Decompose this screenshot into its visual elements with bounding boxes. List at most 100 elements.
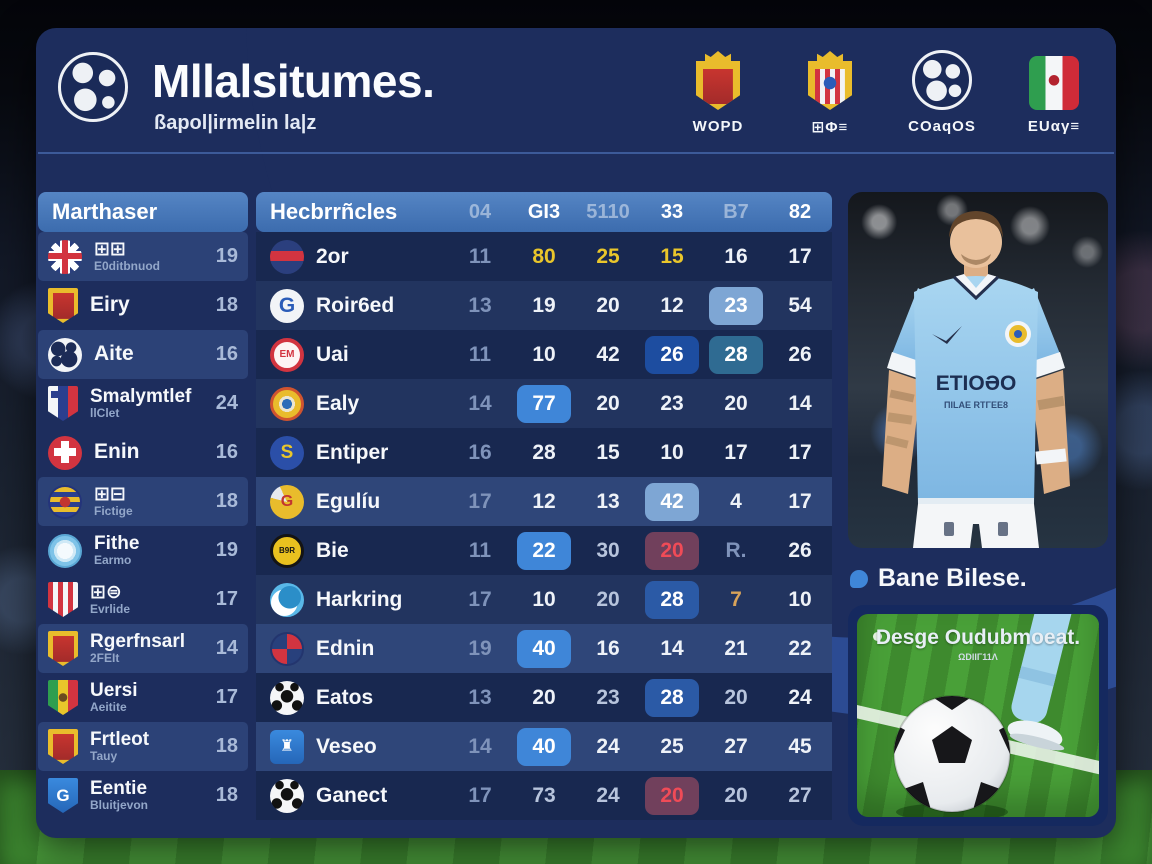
sidebar-item-7[interactable]: ⊞⊜ Evrlide 17: [38, 575, 248, 624]
column-header-0[interactable]: 04: [468, 200, 492, 223]
stat-cell: 4: [730, 489, 742, 513]
sidebar-item-2[interactable]: Aite 16: [38, 330, 248, 379]
column-header-5[interactable]: 82: [788, 200, 812, 223]
circle-g-blue-icon: G: [270, 288, 304, 323]
stat-cell: 16: [468, 440, 492, 464]
table-row-4[interactable]: S Entiper 16 28 15 10 17 17: [256, 428, 832, 477]
table-row-6[interactable]: B9R Bie 11 22 30 20 R. 26: [256, 526, 832, 575]
league-badge-3[interactable]: EUαγ≡: [1018, 50, 1090, 136]
stat-cell: 11: [468, 538, 492, 562]
team-name: Eatos: [316, 685, 374, 709]
sidebar-item-value: 17: [215, 588, 238, 610]
sidebar-list: ⊞⊞ E0ditbnuod 19 Eiry 18 Aite 16 Smalymtlef llCl…: [38, 232, 248, 820]
sidebar-item-10[interactable]: Frtleot Tauy 18: [38, 722, 248, 771]
stat-cell: 26: [788, 538, 812, 562]
crest-red-yellow-icon: [48, 729, 78, 764]
standings-sidebar: Marthaser ⊞⊞ E0ditbnuod 19 Eiry 18 Aite 16 Smal…: [38, 192, 248, 826]
stat-cell: 24: [788, 685, 812, 709]
table-row-5[interactable]: G Egulíu 17 12 13 42 4 17: [256, 477, 832, 526]
jersey-sponsor-text: ETIOƏO: [936, 372, 1017, 395]
swirl-yellow-red-icon: G: [270, 484, 304, 519]
player-caption: Bane Bilese.: [850, 564, 1106, 593]
sidebar-item-name: Rgerfnsarl 2FEIt: [90, 631, 186, 665]
sidebar-item-4[interactable]: Enin 16: [38, 428, 248, 477]
circle-blue-s-icon: S: [270, 435, 304, 470]
stat-cell: 20: [596, 391, 620, 415]
sidebar-item-value: 16: [215, 343, 238, 365]
sidebar-item-8[interactable]: Rgerfnsarl 2FEIt 14: [38, 624, 248, 673]
stat-cell: 17: [468, 783, 492, 807]
table-column-headers: 04 GI3 5110 33 B7 82: [448, 201, 832, 224]
stat-cell: 13: [468, 685, 492, 709]
sidebar-item-name: Uersi Aeitite: [90, 680, 138, 714]
stat-cell: 28: [640, 678, 704, 717]
sidebar-item-0[interactable]: ⊞⊞ E0ditbnuod 19: [38, 232, 248, 281]
table-header: Hecbrrñcles 04 GI3 5110 33 B7 82: [256, 192, 832, 232]
sidebar-item-value: 18: [215, 294, 238, 316]
circle-red-cross-icon: [48, 435, 82, 470]
sidebar-title: Marthaser: [52, 199, 158, 224]
stat-cell: 10: [532, 342, 556, 366]
table-row-8[interactable]: Ednin 19 40 16 14 21 22: [256, 624, 832, 673]
stat-cell: 26: [788, 342, 812, 366]
bokeh-dot-icon: [873, 632, 882, 641]
stat-cell: 73: [532, 783, 556, 807]
table-row-7[interactable]: Harkring 17 10 20 28 7 10: [256, 575, 832, 624]
table-row-0[interactable]: 2or 11 80 25 15 16 17: [256, 232, 832, 281]
sidebar-item-5[interactable]: ⊞⊟ Fictige 18: [38, 477, 248, 526]
stat-cell: 30: [596, 538, 620, 562]
sidebar-item-3[interactable]: Smalymtlef llClet 24: [38, 379, 248, 428]
column-header-2[interactable]: 5110: [586, 200, 630, 223]
table-row-3[interactable]: Ealy 14 77 20 23 20 14: [256, 379, 832, 428]
circle-yellow-blue-icon: [48, 484, 82, 519]
column-header-4[interactable]: B7: [723, 200, 749, 223]
stat-cell: 14: [468, 391, 492, 415]
stat-cell: 17: [788, 489, 812, 513]
table-row-9[interactable]: Eatos 13 20 23 28 20 24: [256, 673, 832, 722]
stat-cell: 20: [724, 391, 748, 415]
sidebar-item-name: ⊞⊜ Evrlide: [90, 582, 131, 616]
table-row-2[interactable]: EM Uai 11 10 42 26 28 26: [256, 330, 832, 379]
app-header: Mllalsitumes. ßapol|irmelin la|z WOPD ⊞Φ≡…: [36, 28, 1116, 152]
content-area: Marthaser ⊞⊞ E0ditbnuod 19 Eiry 18 Aite 16 Smal…: [38, 192, 1110, 826]
league-badge-0[interactable]: WOPD: [682, 50, 754, 136]
sidebar-item-6[interactable]: Fithe Earmo 19: [38, 526, 248, 575]
circle-bvb-icon: B9R: [270, 533, 304, 568]
table-row-10[interactable]: ♜ Veseo 14 40 24 25 27 45: [256, 722, 832, 771]
sidebar-item-9[interactable]: Uersi Aeitite 17: [38, 673, 248, 722]
league-badge-1[interactable]: ⊞Φ≡: [794, 50, 866, 136]
team-name: Uai: [316, 342, 349, 366]
right-panel: ETIOƏO ΠILAE RTΓEE8 Bane Bilese.: [848, 192, 1108, 826]
sidebar-item-1[interactable]: Eiry 18: [38, 281, 248, 330]
shield-red-white-icon: [48, 582, 78, 617]
flag-tricolor-icon: [1029, 56, 1079, 110]
column-header-3[interactable]: 33: [660, 200, 684, 223]
soccer-ball-icon: [270, 778, 304, 813]
stat-cell: 7: [730, 587, 742, 611]
promo-card[interactable]: Desge Oudubmoeat. ΩDIIΓ11Λ: [848, 605, 1108, 826]
stat-cell: 28: [704, 335, 768, 374]
header-divider: [38, 152, 1114, 154]
league-badge-2[interactable]: COaqOS: [906, 50, 978, 136]
stat-cell: 80: [532, 244, 556, 268]
stat-cell: 21: [724, 636, 748, 660]
shield-blue-g-icon: G: [48, 778, 78, 813]
table-row-11[interactable]: Ganect 17 73 24 20 20 27: [256, 771, 832, 820]
roundel-blue-red-icon: [270, 239, 304, 274]
circle-crescent-icon: [270, 582, 304, 617]
team-name: Entiper: [316, 440, 389, 464]
stat-cell: 77: [512, 384, 576, 423]
sidebar-item-11[interactable]: G Eentie Bluitjevon 18: [38, 771, 248, 820]
stat-cell: 19: [468, 636, 492, 660]
table-row-1[interactable]: G Roir6ed 13 19 20 12 23 54: [256, 281, 832, 330]
league-badge-label: ⊞Φ≡: [811, 119, 849, 136]
sidebar-item-name: Aite: [94, 342, 134, 365]
stat-cell: 14: [788, 391, 812, 415]
team-name: Ganect: [316, 783, 388, 807]
stat-cell: 13: [468, 293, 492, 317]
column-header-1[interactable]: GI3: [527, 200, 561, 223]
stat-cell: 19: [532, 293, 556, 317]
main-panel: Mllalsitumes. ßapol|irmelin la|z WOPD ⊞Φ≡…: [36, 28, 1116, 838]
player-illustration: ETIOƏO ΠILAE RTΓEE8: [882, 211, 1070, 548]
